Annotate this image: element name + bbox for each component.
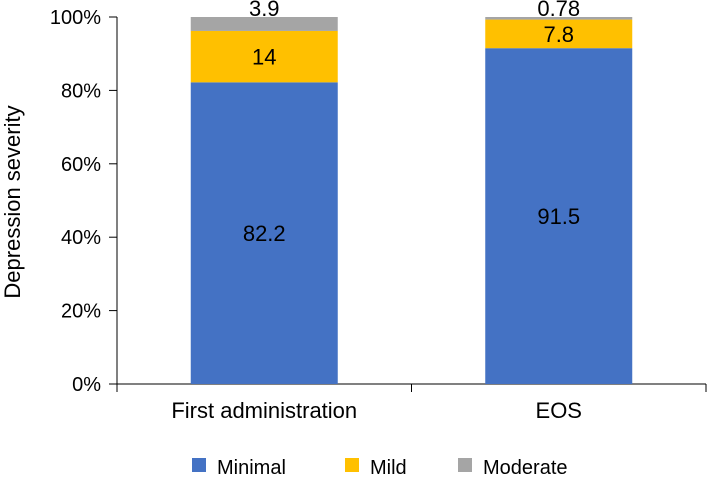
plot-area: 0% 20% 40% 60% 80% 100% 82.2 14 3.9 First adminis… <box>50 0 707 423</box>
x-category-label: First administration <box>171 398 357 423</box>
legend-swatch <box>345 458 359 472</box>
legend-label: Mild <box>370 457 407 478</box>
bar-segment-minimal <box>485 48 633 384</box>
bar-segment-minimal <box>190 82 338 385</box>
legend-swatch <box>192 458 206 472</box>
data-label: 7.8 <box>543 22 574 47</box>
bar-segment-mild <box>485 19 633 49</box>
y-tick-label: 100% <box>50 7 101 29</box>
y-tick-label: 60% <box>61 154 101 176</box>
data-label: 82.2 <box>243 221 286 246</box>
legend-swatch <box>458 458 472 472</box>
data-label: 3.9 <box>249 0 280 21</box>
y-tick-label: 80% <box>61 80 101 102</box>
y-axis-label: Depression severity <box>0 105 25 298</box>
legend: Minimal Mild Moderate <box>192 457 568 478</box>
bar-segment-mild <box>190 30 338 83</box>
bar-segment-moderate <box>190 17 338 31</box>
x-category-label: EOS <box>536 398 582 423</box>
data-label: 14 <box>252 45 276 70</box>
y-tick-label: 40% <box>61 227 101 249</box>
legend-label: Moderate <box>483 457 568 478</box>
legend-label: Minimal <box>217 457 286 478</box>
bar-segment-moderate <box>485 17 633 20</box>
y-tick-label: 0% <box>72 374 101 396</box>
data-label: 0.78 <box>537 0 580 21</box>
data-label: 91.5 <box>537 204 580 229</box>
y-tick-label: 20% <box>61 301 101 323</box>
